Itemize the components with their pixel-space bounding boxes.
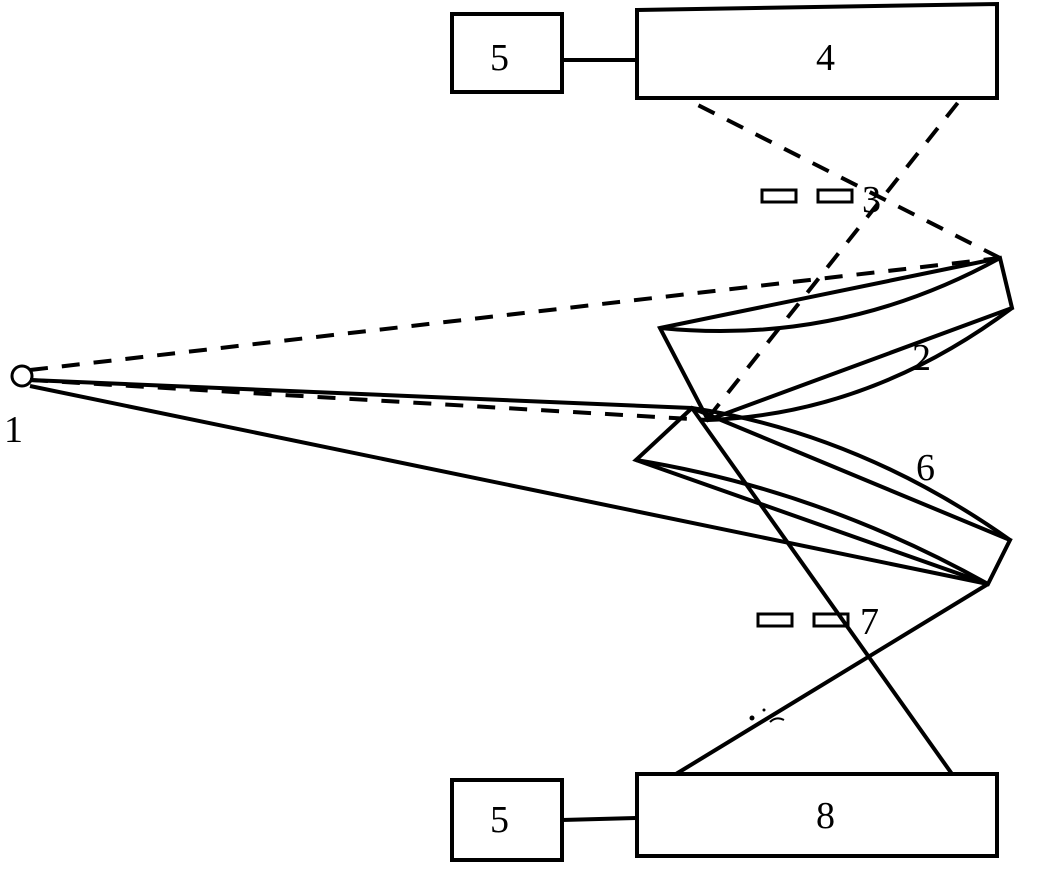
speck xyxy=(763,709,766,712)
speck xyxy=(750,716,755,721)
ray-lower-src_to_top xyxy=(30,380,692,408)
ray-lower-src_to_bottom xyxy=(30,386,988,584)
label-3: 3 xyxy=(862,178,881,222)
speck xyxy=(770,718,784,722)
label-5-top: 5 xyxy=(490,36,509,80)
label-7: 7 xyxy=(860,600,879,644)
slit-7-left xyxy=(758,614,792,626)
label-2: 2 xyxy=(912,336,931,380)
light-source xyxy=(12,366,32,386)
label-5-bottom: 5 xyxy=(490,798,509,842)
slit-3-right xyxy=(818,190,852,202)
optical-schematic xyxy=(0,0,1037,875)
label-6: 6 xyxy=(916,446,935,490)
slit-3-left xyxy=(762,190,796,202)
label-8: 8 xyxy=(816,794,835,838)
label-1: 1 xyxy=(4,408,23,452)
label-4: 4 xyxy=(816,36,835,80)
connector-5-8 xyxy=(562,818,637,820)
crystal-6-outline xyxy=(636,408,1010,584)
ray-upper-refl_top xyxy=(688,100,1000,258)
crystal-2-outline xyxy=(660,258,1012,420)
